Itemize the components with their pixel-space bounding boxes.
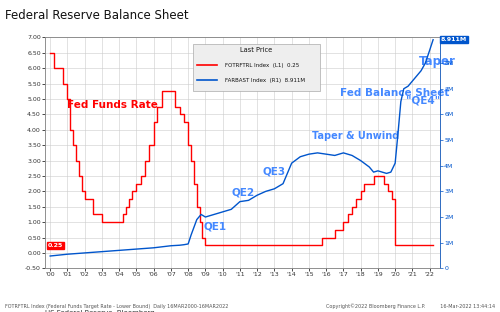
Text: Fed Balance Sheet: Fed Balance Sheet [340, 88, 450, 98]
Text: 8.911M: 8.911M [441, 37, 467, 42]
Text: Taper & Unwind: Taper & Unwind [312, 131, 400, 141]
Text: FARBAST Index  (R1)  8.911M: FARBAST Index (R1) 8.911M [224, 78, 304, 83]
Text: Fed Funds Rate: Fed Funds Rate [68, 100, 158, 110]
Text: FOTRFTRL Index  (L1)  0.25: FOTRFTRL Index (L1) 0.25 [224, 63, 299, 68]
Text: Taper: Taper [418, 55, 456, 68]
FancyBboxPatch shape [193, 44, 320, 90]
Text: Federal Reserve Balance Sheet: Federal Reserve Balance Sheet [5, 9, 188, 22]
Text: 0.25: 0.25 [48, 243, 63, 248]
Text: US Federal Reserve, Bloomberg: US Federal Reserve, Bloomberg [45, 310, 154, 312]
Text: QE1: QE1 [204, 222, 227, 232]
Text: Copyright©2022 Bloomberg Finance L.P.          16-Mar-2022 13:44:14: Copyright©2022 Bloomberg Finance L.P. 16… [326, 303, 495, 309]
Text: "QE4": "QE4" [406, 95, 440, 106]
Text: QE2: QE2 [232, 188, 254, 198]
Text: QE3: QE3 [262, 166, 285, 176]
Text: FOTRFTRL Index (Federal Funds Target Rate - Lower Bound)  Daily 16MAR2000-16MAR2: FOTRFTRL Index (Federal Funds Target Rat… [5, 304, 228, 309]
Text: Last Price: Last Price [240, 47, 272, 53]
